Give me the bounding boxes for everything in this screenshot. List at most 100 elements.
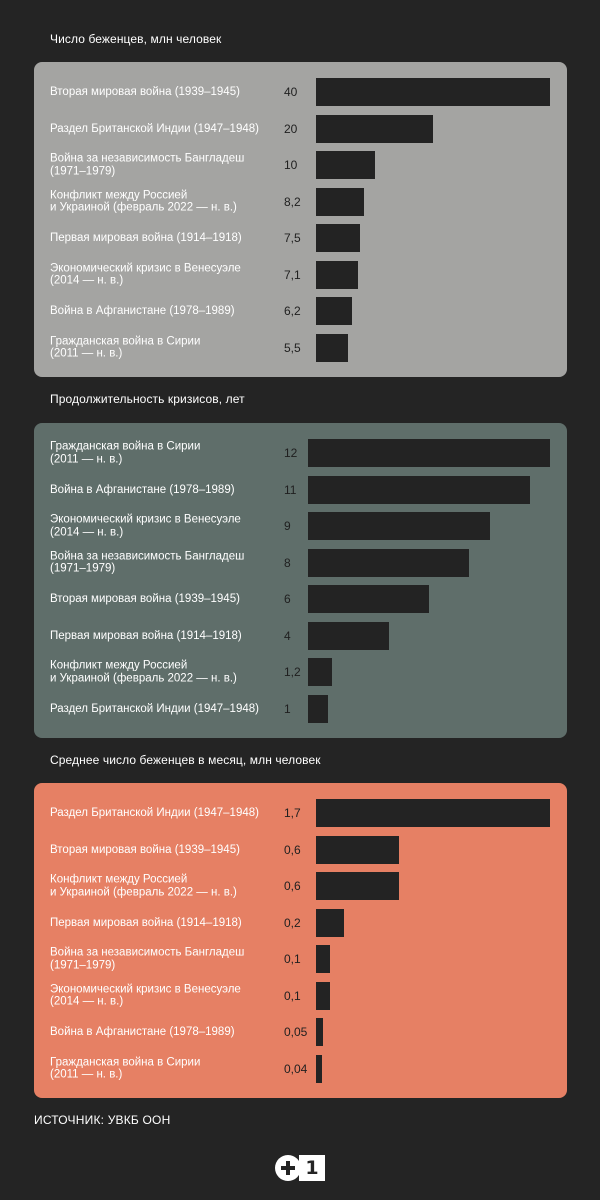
category-label: Вторая мировая война (1939–1945)	[50, 843, 240, 856]
data-label: 1,2	[284, 665, 301, 679]
logo-plus-vertical	[286, 1161, 290, 1175]
category-label: Конфликт между Россией и Украиной (февра…	[50, 189, 237, 214]
category-label: Вторая мировая война (1939–1945)	[50, 85, 240, 98]
data-label: 0,6	[284, 842, 301, 857]
bar-row: Война за независимость Бангладеш (1971–1…	[34, 548, 567, 577]
section-title-refugees: Число беженцев, млн человек	[50, 32, 222, 46]
bar	[316, 835, 399, 864]
category-label: Вторая мировая война (1939–1945)	[50, 592, 240, 605]
category-label: Первая мировая война (1914–1918)	[50, 916, 242, 929]
bar	[316, 151, 375, 179]
category-label: Война за независимость Бангладеш (1971–1…	[50, 946, 245, 972]
category-label: Экономический кризис в Венесуэле (2014 —…	[50, 513, 241, 539]
category-label: Первая мировая война (1914–1918)	[50, 231, 242, 244]
bar	[316, 260, 358, 289]
data-label: 6	[284, 592, 291, 606]
bar	[316, 297, 353, 325]
panel-duration: Гражданская война в Сирии (2011 — н. в.)…	[34, 423, 567, 738]
category-label: Гражданская война в Сирии (2011 — н. в.)	[50, 440, 201, 466]
data-label: 1,7	[284, 806, 301, 820]
logo-one: 1	[299, 1155, 325, 1181]
data-label: 7,1	[284, 267, 301, 282]
bar-row: Раздел Британской Индии (1947–1948) 20	[34, 114, 567, 143]
bar	[316, 1054, 322, 1083]
bar	[308, 658, 333, 686]
bar-row: Гражданская война в Сирии (2011 — н. в.)…	[34, 333, 567, 362]
data-label: 1	[284, 701, 291, 716]
category-label: Первая мировая война (1914–1918)	[50, 629, 242, 642]
logo-circle	[275, 1155, 301, 1181]
data-label: 8	[284, 555, 291, 570]
category-label: Раздел Британской Индии (1947–1948)	[50, 806, 259, 819]
data-label: 5,5	[284, 340, 301, 355]
source-note: ИСТОЧНИК: УВКБ ООН	[34, 1113, 171, 1127]
bar	[308, 439, 550, 467]
panel-refugees: Вторая мировая война (1939–1945) 40 Раздел…	[34, 62, 567, 377]
category-label: Война за независимость Бангладеш (1971–1…	[50, 550, 245, 575]
category-label: Гражданская война в Сирии (2011 — н. в.)	[50, 335, 201, 360]
data-label: 11	[284, 482, 297, 497]
bar	[308, 694, 329, 723]
bar-row: Первая мировая война (1914–1918) 4	[34, 621, 567, 650]
bar	[316, 78, 550, 106]
data-label: 0,6	[284, 879, 301, 893]
logo: 1	[275, 1155, 325, 1181]
data-label: 0,05	[284, 1025, 308, 1039]
data-label: 0,1	[284, 952, 301, 966]
bar-row: Раздел Британской Индии (1947–1948) 1,7	[34, 799, 567, 827]
bar-row: Экономический кризис в Венесуэле (2014 —…	[34, 260, 567, 289]
bar	[316, 945, 330, 973]
bar	[308, 475, 530, 504]
data-label: 4	[284, 628, 291, 643]
data-label: 6,2	[284, 304, 301, 318]
data-label: 10	[284, 158, 298, 172]
category-label: Экономический кризис в Венесуэле (2014 —…	[50, 983, 241, 1008]
bar-row: Вторая мировая война (1939–1945) 40	[34, 78, 567, 106]
data-label: 0,2	[284, 915, 301, 930]
bar	[316, 1018, 323, 1046]
bar-row: Война в Афганистане (1978–1989) 11	[34, 475, 567, 504]
bar-row: Война в Афганистане (1978–1989) 6,2	[34, 297, 567, 325]
bar	[316, 799, 550, 827]
category-label: Конфликт между Россией и Украиной (февра…	[50, 659, 237, 685]
category-label: Война за независимость Бангладеш (1971–1…	[50, 152, 245, 178]
bar	[316, 187, 364, 216]
data-label: 7,5	[284, 231, 301, 245]
bar	[316, 333, 349, 362]
category-label: Экономический кризис в Венесуэле (2014 —…	[50, 262, 241, 287]
category-label: Раздел Британской Индии (1947–1948)	[50, 122, 259, 135]
bar-row: Война в Афганистане (1978–1989) 0,05	[34, 1018, 567, 1046]
bar-row: Война за независимость Бангладеш (1971–1…	[34, 151, 567, 179]
bar-row: Война за независимость Бангладеш (1971–1…	[34, 945, 567, 973]
data-label: 8,2	[284, 194, 301, 209]
bar-row: Вторая мировая война (1939–1945) 0,6	[34, 835, 567, 864]
bar	[316, 872, 399, 900]
data-label: 0,1	[284, 988, 301, 1003]
bar	[316, 981, 330, 1010]
data-label: 40	[284, 85, 298, 99]
bar	[308, 512, 490, 540]
bar	[316, 908, 344, 937]
category-label: Война в Афганистане (1978–1989)	[50, 483, 235, 496]
bar-row: Конфликт между Россией и Украиной (февра…	[34, 187, 567, 216]
category-label: Раздел Британской Индии (1947–1948)	[50, 702, 259, 715]
bar-row: Первая мировая война (1914–1918) 0,2	[34, 908, 567, 937]
bar-row: Экономический кризис в Венесуэле (2014 —…	[34, 512, 567, 540]
category-label: Война в Афганистане (1978–1989)	[50, 1025, 235, 1038]
data-label: 12	[284, 446, 298, 460]
bar	[308, 621, 389, 650]
panel-monthly: Раздел Британской Индии (1947–1948) 1,7 Вт…	[34, 783, 567, 1098]
data-label: 20	[284, 121, 298, 136]
category-label: Война в Афганистане (1978–1989)	[50, 304, 235, 317]
bar-row: Экономический кризис в Венесуэле (2014 —…	[34, 981, 567, 1010]
bar	[316, 224, 360, 252]
category-label: Конфликт между Россией и Украиной (февра…	[50, 873, 237, 899]
bar-row: Первая мировая война (1914–1918) 7,5	[34, 224, 567, 252]
section-title-duration: Продолжительность кризисов, лет	[50, 392, 245, 406]
bar-row: Гражданская война в Сирии (2011 — н. в.)…	[34, 1054, 567, 1083]
data-label: 0,04	[284, 1061, 308, 1076]
bar-row: Раздел Британской Индии (1947–1948) 1	[34, 694, 567, 723]
bar	[308, 548, 470, 577]
bar-row: Конфликт между Россией и Украиной (февра…	[34, 872, 567, 900]
bar	[316, 114, 433, 143]
